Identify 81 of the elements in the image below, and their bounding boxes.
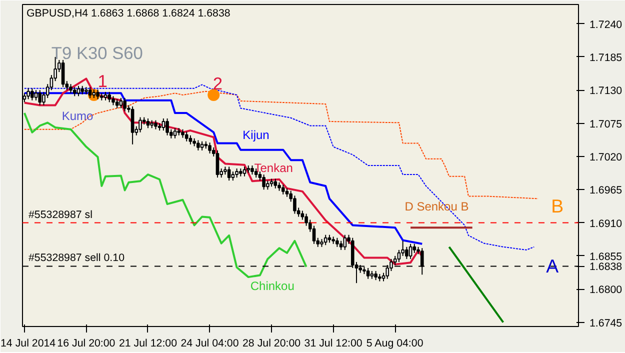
candlestick	[208, 142, 212, 154]
y-tick-label: 1.6838	[590, 261, 622, 274]
line-series	[23, 112, 308, 278]
x-tick-label: 24 Jul 04:00	[180, 338, 239, 350]
candlestick	[242, 166, 246, 177]
candlestick	[250, 165, 254, 176]
ref-line-label: #55328987 sell 0.10	[28, 252, 125, 264]
candlestick	[119, 97, 123, 109]
annotation: Kumo	[62, 109, 94, 124]
candlestick	[227, 166, 231, 182]
candlestick	[366, 268, 370, 280]
y-tick-label: 1.7240	[590, 18, 622, 31]
candlestick	[339, 240, 343, 250]
candlestick	[69, 84, 72, 94]
candlestick	[235, 168, 238, 178]
candlestick	[154, 120, 158, 130]
candlestick	[112, 96, 115, 106]
annotation: 1	[98, 70, 108, 91]
x-tick-label: 28 Jul 20:00	[242, 338, 301, 350]
candlestick	[115, 98, 119, 109]
chart-title: GBPUSD,H4 1.6863 1.6868 1.6824 1.6838	[26, 8, 230, 20]
candlestick	[412, 243, 416, 254]
candlestick	[146, 118, 150, 129]
series-label: Chinkou	[250, 279, 294, 294]
candlestick	[30, 88, 34, 101]
y-tick-label: 1.6965	[590, 184, 622, 197]
y-tick-label: 1.6745	[590, 317, 622, 330]
candlestick	[188, 134, 192, 145]
candlestick	[173, 128, 177, 139]
y-tick-label: 1.7075	[590, 118, 622, 130]
candlestick	[88, 86, 92, 98]
candlestick	[108, 91, 112, 103]
candlestick	[96, 89, 100, 100]
candlestick	[200, 140, 204, 151]
candlestick	[343, 234, 347, 250]
candlestick	[72, 86, 76, 97]
y-tick-label: 1.7020	[590, 151, 622, 164]
candlestick	[262, 174, 266, 190]
y-tick-label: 1.6800	[590, 284, 622, 296]
x-tick-label: 31 Jul 12:00	[304, 338, 362, 350]
y-tick-label: 1.6910	[590, 218, 622, 230]
line-series	[24, 90, 538, 200]
candlestick	[166, 118, 169, 136]
y-tick-label: 1.7130	[590, 85, 622, 98]
y-tick-label: 1.6855	[590, 250, 622, 263]
candlestick	[130, 106, 134, 145]
candlestick	[216, 150, 220, 178]
series-label: Kijun	[242, 128, 270, 142]
annotation: 2	[212, 74, 222, 94]
candlestick	[76, 85, 80, 97]
candlestick	[184, 131, 188, 142]
candlestick	[196, 140, 200, 151]
candlestick	[324, 234, 328, 246]
candlestick	[312, 225, 316, 244]
candlestick	[26, 88, 30, 100]
y-tick-label: 1.7185	[590, 52, 622, 64]
candlestick	[61, 59, 65, 88]
candlestick	[138, 116, 142, 133]
x-tick-label: 14 Jul 2014	[0, 338, 56, 350]
candlestick	[34, 90, 38, 101]
candlestick	[162, 118, 166, 132]
x-tick-label: 21 Jul 12:00	[118, 338, 178, 350]
candlestick	[231, 171, 235, 182]
candlestick	[300, 210, 304, 220]
candlestick	[274, 178, 278, 189]
annotation: B	[551, 196, 564, 217]
candlestick	[123, 97, 126, 112]
x-tick-label: 16 Jul 20:00	[57, 338, 116, 350]
annotation: T9 K30 S60	[51, 42, 143, 63]
candlestick	[281, 184, 285, 195]
x-tick-label: 5 Aug 04:00	[366, 338, 424, 350]
candlestick	[374, 270, 378, 281]
candlestick	[336, 237, 339, 248]
candlestick	[397, 249, 401, 262]
candlestick	[266, 180, 270, 190]
candlestick	[408, 243, 412, 260]
candlestick	[293, 195, 296, 214]
series-label: Tenkan	[254, 161, 293, 176]
annotation: A	[546, 256, 560, 277]
candlestick	[38, 90, 42, 106]
ref-line-label: #55328987 sl	[28, 208, 92, 221]
